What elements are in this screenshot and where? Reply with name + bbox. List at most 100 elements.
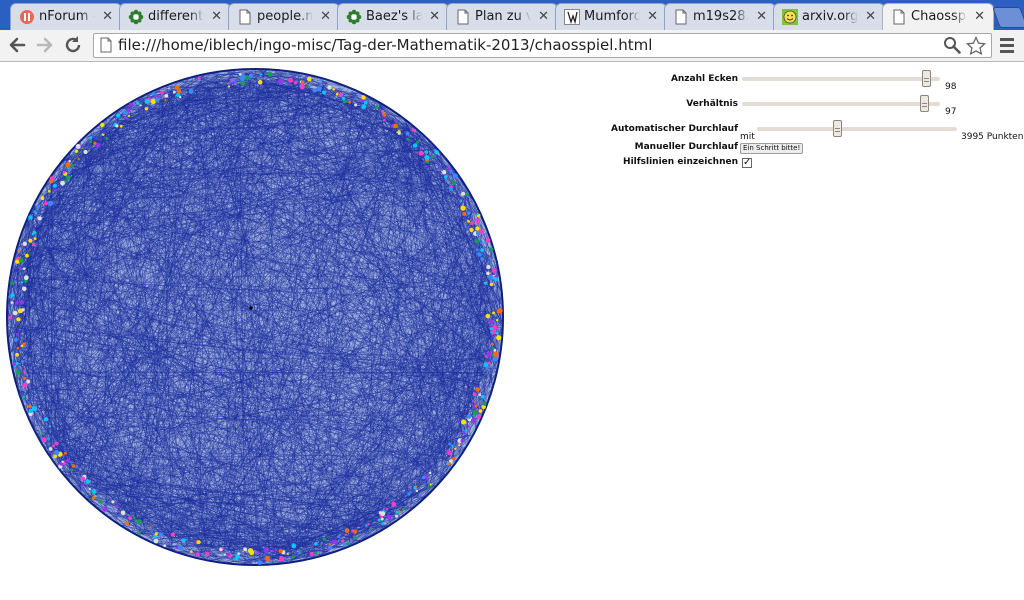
- ratio-label: Verhältnis: [686, 99, 738, 109]
- point: [485, 238, 491, 243]
- close-icon[interactable]: ✕: [865, 9, 876, 24]
- menu-icon[interactable]: [996, 35, 1018, 57]
- corners-slider-track[interactable]: [742, 77, 940, 81]
- point: [232, 81, 235, 85]
- point: [458, 444, 461, 447]
- point: [128, 516, 132, 520]
- tab-nforum[interactable]: nForum - ✕: [10, 3, 122, 30]
- point: [92, 496, 96, 500]
- close-icon[interactable]: ✕: [974, 9, 985, 24]
- page-icon: [673, 9, 689, 25]
- corners-slider-thumb[interactable]: [921, 70, 931, 87]
- point: [83, 149, 88, 155]
- point: [367, 523, 370, 526]
- point: [23, 371, 26, 374]
- point: [31, 405, 37, 411]
- close-icon[interactable]: ✕: [429, 9, 440, 24]
- step-button[interactable]: Ein Schritt bitte!: [740, 143, 804, 154]
- point: [25, 253, 29, 258]
- point: [484, 355, 487, 358]
- close-icon[interactable]: ✕: [647, 9, 658, 24]
- back-arrow-icon[interactable]: [6, 34, 28, 56]
- point: [85, 479, 90, 484]
- tab-m19s28[interactable]: m19s28. ✕: [664, 3, 776, 30]
- point: [22, 376, 26, 381]
- point: [393, 123, 398, 129]
- close-icon[interactable]: ✕: [102, 9, 113, 24]
- auto-run-label: Automatischer Durchlauf: [610, 124, 738, 134]
- point: [496, 335, 502, 341]
- point: [205, 551, 210, 556]
- point: [163, 544, 167, 548]
- auto-run-slider-thumb[interactable]: [833, 120, 843, 137]
- tab-baez[interactable]: Baez's la ✕: [337, 3, 449, 30]
- nlab-flower-icon: [346, 9, 362, 25]
- point: [53, 454, 58, 459]
- point: [461, 419, 467, 425]
- address-bar[interactable]: file:///home/iblech/ingo-misc/Tag-der-Ma…: [93, 33, 992, 58]
- point: [243, 547, 248, 552]
- point: [411, 128, 416, 132]
- point: [402, 507, 405, 511]
- point: [10, 301, 14, 304]
- point: [105, 136, 109, 140]
- new-tab-button[interactable]: [992, 7, 1024, 28]
- point: [10, 281, 14, 285]
- point: [314, 542, 318, 546]
- auto-run-slider-track[interactable]: [757, 127, 957, 131]
- point: [342, 542, 347, 547]
- tab-strip: nForum - ✕ different ✕ people.m ✕ Baez's…: [0, 0, 1024, 31]
- reload-icon[interactable]: [62, 34, 84, 56]
- point: [381, 522, 384, 525]
- point: [322, 537, 327, 541]
- close-icon[interactable]: ✕: [538, 9, 549, 24]
- helplines-checkbox[interactable]: ✓: [742, 157, 752, 168]
- controls-panel: Anzahl Ecken 98 Verhältnis 97 Automatisc…: [0, 62, 1024, 182]
- point: [465, 192, 469, 196]
- point: [467, 425, 470, 428]
- tab-people[interactable]: people.m ✕: [228, 3, 340, 30]
- close-icon[interactable]: ✕: [211, 9, 222, 24]
- point: [317, 86, 322, 92]
- point: [95, 143, 101, 148]
- close-icon[interactable]: ✕: [320, 9, 331, 24]
- point: [332, 539, 337, 545]
- search-icon[interactable]: [942, 36, 962, 56]
- point: [448, 167, 451, 171]
- tab-chaosspiel[interactable]: Chaossp ✕: [882, 3, 994, 31]
- point: [120, 124, 123, 128]
- point: [125, 522, 129, 526]
- point: [383, 118, 386, 122]
- point: [453, 173, 458, 179]
- tab-arxiv[interactable]: arxiv.org/ ✕: [773, 3, 885, 30]
- point: [23, 275, 29, 281]
- point: [22, 382, 28, 388]
- ratio-slider-track[interactable]: [742, 102, 940, 106]
- point: [299, 84, 305, 90]
- bookmark-star-icon[interactable]: [965, 35, 987, 56]
- point: [151, 91, 156, 96]
- point: [489, 247, 494, 252]
- tab-title: different: [148, 9, 204, 24]
- point: [257, 560, 263, 565]
- tab-different[interactable]: different ✕: [119, 3, 231, 30]
- point: [120, 510, 126, 516]
- forward-arrow-icon[interactable]: [34, 34, 56, 56]
- tab-plan[interactable]: Plan zu v ✕: [446, 3, 558, 30]
- point: [460, 205, 466, 211]
- point: [361, 95, 366, 100]
- point: [154, 532, 158, 536]
- point: [98, 499, 103, 504]
- point: [491, 268, 497, 273]
- ratio-slider-thumb[interactable]: [919, 95, 929, 112]
- point: [66, 458, 71, 463]
- point: [447, 450, 452, 456]
- point: [305, 85, 308, 88]
- point: [181, 538, 186, 543]
- point: [26, 379, 31, 384]
- tab-mumford[interactable]: Mumford ✕: [555, 3, 667, 30]
- close-icon[interactable]: ✕: [756, 9, 767, 24]
- point: [398, 510, 401, 513]
- point: [421, 475, 426, 480]
- point: [483, 281, 487, 285]
